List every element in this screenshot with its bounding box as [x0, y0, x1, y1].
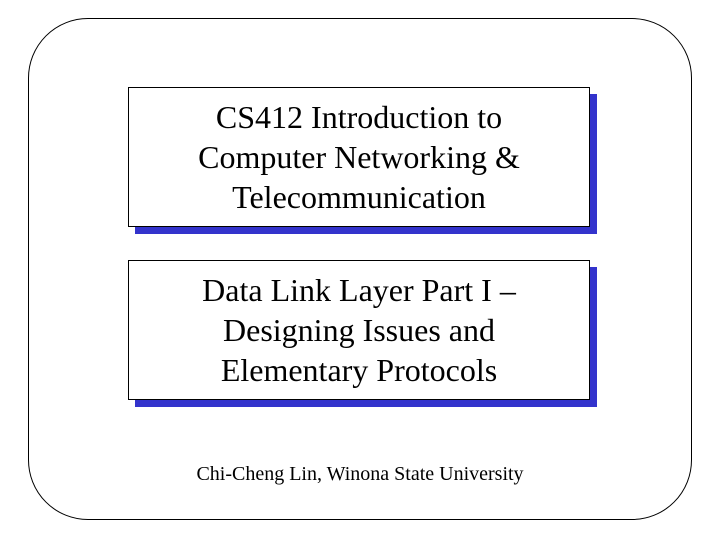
title-box: CS412 Introduction to Computer Networkin…	[128, 87, 590, 227]
subtitle-box-container: Data Link Layer Part I – Designing Issue…	[128, 260, 590, 400]
subtitle-box: Data Link Layer Part I – Designing Issue…	[128, 260, 590, 400]
author-line: Chi-Cheng Lin, Winona State University	[0, 463, 720, 486]
slide-title: CS412 Introduction to Computer Networkin…	[149, 97, 569, 217]
slide-subtitle: Data Link Layer Part I – Designing Issue…	[149, 270, 569, 390]
title-box-container: CS412 Introduction to Computer Networkin…	[128, 87, 590, 227]
